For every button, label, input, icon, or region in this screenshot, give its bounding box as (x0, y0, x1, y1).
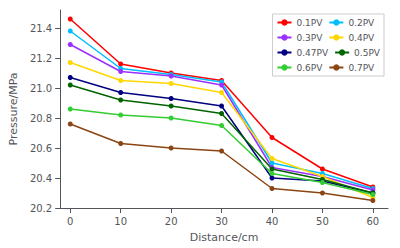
svg-text:60: 60 (367, 216, 380, 227)
svg-text:20.8: 20.8 (30, 113, 52, 124)
svg-text:0.5PV: 0.5PV (354, 48, 381, 58)
svg-text:21.0: 21.0 (30, 83, 52, 94)
svg-text:20.2: 20.2 (30, 203, 52, 214)
svg-text:0.1PV: 0.1PV (296, 18, 323, 28)
svg-text:20.4: 20.4 (30, 173, 52, 184)
svg-text:50: 50 (316, 216, 329, 227)
svg-text:0: 0 (67, 216, 73, 227)
svg-text:21.2: 21.2 (30, 53, 52, 64)
svg-text:20.6: 20.6 (30, 143, 52, 154)
svg-text:10: 10 (114, 216, 127, 227)
svg-text:Distance/cm: Distance/cm (190, 231, 259, 244)
svg-text:0.7PV: 0.7PV (348, 63, 375, 73)
svg-text:21.4: 21.4 (30, 23, 52, 34)
svg-text:Pressure/MPa: Pressure/MPa (7, 72, 20, 145)
svg-text:40: 40 (266, 216, 279, 227)
svg-text:0.4PV: 0.4PV (348, 33, 375, 43)
svg-text:0.2PV: 0.2PV (348, 18, 375, 28)
svg-text:20: 20 (165, 216, 178, 227)
svg-text:30: 30 (215, 216, 228, 227)
svg-text:0.6PV: 0.6PV (296, 63, 323, 73)
svg-text:0.3PV: 0.3PV (296, 33, 323, 43)
svg-text:0.47PV: 0.47PV (296, 48, 328, 58)
